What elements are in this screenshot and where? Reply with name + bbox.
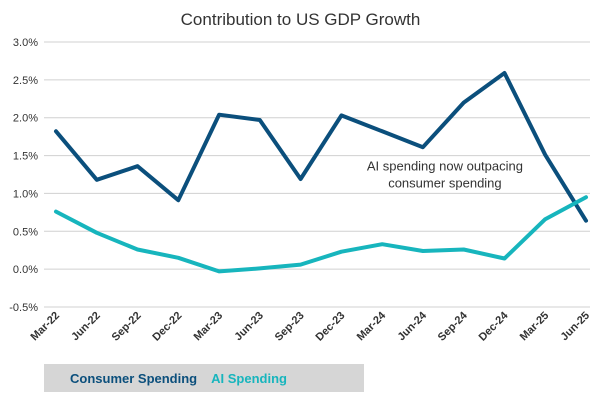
x-tick-label: Jun-23 [232, 310, 266, 344]
y-tick-label: 2.5% [13, 75, 38, 87]
data-point [380, 242, 384, 246]
x-tick-label: Mar-23 [192, 310, 226, 344]
x-tick-label: Sep-22 [110, 310, 144, 344]
data-point [136, 247, 140, 251]
data-point [421, 145, 425, 149]
y-tick-label: 0.5% [13, 226, 38, 238]
data-point [258, 118, 262, 122]
legend: Consumer Spending AI Spending [44, 364, 364, 392]
chart-title: Contribution to US GDP Growth [180, 10, 421, 29]
annotation-line: AI spending now outpacing [367, 159, 523, 174]
data-point [95, 231, 99, 235]
data-point [462, 247, 466, 251]
series-lines [54, 71, 588, 274]
data-point [502, 71, 506, 75]
series-points-1 [54, 195, 588, 273]
data-point [502, 257, 506, 261]
series-points-0 [54, 71, 588, 223]
x-tick-label: Jun-24 [395, 309, 429, 343]
y-tick-label: 3.0% [13, 37, 38, 49]
x-axis-ticks: Mar-22 Jun-22 Sep-22 Dec-22 Mar-23 Jun-23 Sep-… [29, 309, 593, 344]
x-tick-label: Sep-24 [436, 309, 471, 344]
series-line-consumer-spending [54, 71, 588, 223]
data-point [462, 101, 466, 105]
y-axis-ticks: 3.0% 2.5% 2.0% 1.5% 1.0% 0.5% 0.0% -0.5% [9, 37, 38, 314]
y-tick-label: 0.0% [13, 264, 38, 276]
data-point [543, 217, 547, 221]
data-point [339, 250, 343, 254]
x-tick-label: Jun-22 [69, 310, 103, 344]
x-tick-label: Mar-24 [355, 309, 389, 343]
data-point [136, 164, 140, 168]
data-point [421, 249, 425, 253]
x-tick-label: Mar-25 [518, 310, 552, 344]
y-tick-label: -0.5% [9, 302, 38, 314]
data-point [176, 198, 180, 202]
data-point [299, 177, 303, 181]
data-point [217, 113, 221, 117]
y-tick-label: 1.0% [13, 188, 38, 200]
data-point [54, 129, 58, 133]
data-point [176, 256, 180, 260]
series-line-ai-spending [54, 195, 588, 274]
data-point [217, 269, 221, 273]
legend-item-ai-spending: AI Spending [211, 370, 287, 386]
data-point [54, 210, 58, 214]
data-point [339, 113, 343, 117]
x-tick-label: Jun-25 [559, 310, 593, 344]
chart-annotation: AI spending now outpacing consumer spendi… [367, 159, 523, 191]
x-tick-label: Dec-23 [314, 310, 348, 344]
legend-item-consumer-spending: Consumer Spending [70, 370, 198, 386]
data-point [584, 219, 588, 223]
x-tick-label: Dec-24 [477, 309, 512, 344]
data-point [95, 178, 99, 182]
data-point [258, 266, 262, 270]
y-tick-label: 2.0% [13, 113, 38, 125]
data-point [380, 129, 384, 133]
data-point [299, 263, 303, 267]
annotation-line: consumer spending [388, 176, 501, 191]
y-tick-label: 1.5% [13, 151, 38, 163]
data-point [543, 153, 547, 157]
data-point [584, 195, 588, 199]
x-tick-label: Mar-22 [29, 310, 63, 344]
x-tick-label: Sep-23 [273, 310, 307, 344]
x-tick-label: Dec-22 [150, 310, 184, 344]
